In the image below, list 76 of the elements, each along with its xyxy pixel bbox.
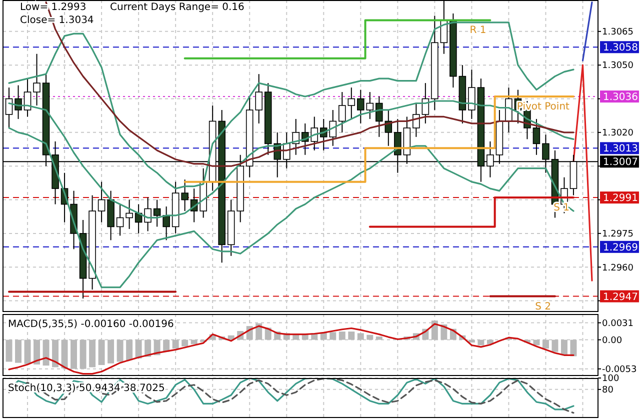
bar	[542, 340, 549, 349]
candlestick	[468, 69, 476, 120]
candlestick	[376, 96, 383, 138]
annotation: Low= 1.2993	[20, 2, 86, 13]
y-tick-label: 1.3065	[602, 28, 634, 38]
y-tick-label: -0.0053	[602, 365, 637, 376]
ref-line-label: 1.2991	[603, 193, 638, 204]
candlestick	[144, 197, 152, 232]
candlestick	[532, 118, 540, 156]
bar	[552, 340, 558, 352]
bar	[126, 340, 133, 360]
candlestick	[162, 206, 170, 241]
candlestick	[412, 102, 420, 138]
bar	[172, 340, 179, 349]
candlestick	[126, 199, 133, 230]
candlestick	[348, 87, 356, 120]
candlestick	[338, 92, 346, 133]
bar	[348, 332, 355, 340]
bar	[135, 340, 142, 358]
y-tick-label: 0.0031	[602, 318, 634, 329]
bar	[98, 340, 105, 366]
y-tick-label: 1.2975	[602, 230, 634, 240]
bar	[34, 340, 40, 364]
candlestick	[33, 53, 40, 106]
bar	[6, 340, 12, 362]
candlestick	[255, 74, 262, 124]
bar	[338, 332, 346, 340]
candlestick	[505, 87, 512, 133]
candlestick	[357, 89, 364, 124]
bar	[61, 340, 68, 368]
y-tick-label: 1.2960	[602, 263, 634, 274]
bar	[24, 340, 31, 364]
y-tick-label: 1.3020	[602, 128, 634, 139]
bar	[330, 332, 336, 340]
candlestick	[5, 87, 13, 128]
candlestick	[366, 92, 374, 120]
line-series	[8, 127, 574, 288]
bar	[42, 340, 50, 366]
bar	[366, 334, 374, 340]
annotation: Current Days Range= 0.16	[110, 2, 244, 13]
ref-line-label: 1.3058	[603, 42, 638, 54]
bar	[190, 340, 198, 344]
bar	[15, 340, 22, 363]
text: MACD(5,35,5) -0.00160 -0.00196	[8, 319, 174, 330]
bar	[478, 340, 484, 346]
bar	[70, 340, 78, 369]
candlestick	[181, 179, 188, 212]
y-tick-label: 80	[602, 386, 614, 396]
ref-line-label: 1.2969	[603, 242, 638, 254]
bar	[80, 340, 86, 369]
bar	[560, 340, 568, 355]
bar	[108, 340, 114, 364]
ref-line-label: 1.3007	[603, 157, 638, 168]
y-tick-label: 100	[602, 374, 620, 384]
ref-line-label: 1.3013	[603, 144, 638, 155]
bar	[144, 340, 152, 357]
candlestick	[116, 204, 124, 236]
candlestick	[153, 199, 161, 228]
bar	[89, 340, 96, 368]
series-label: S 2	[535, 301, 551, 312]
y-tick-label: 0.00	[602, 336, 622, 346]
bar	[116, 340, 124, 362]
line-series	[8, 22, 574, 190]
ref-line-label: 1.2947	[603, 292, 638, 303]
y-tick-label: 1.3050	[602, 61, 634, 72]
bar	[376, 336, 382, 340]
candlestick	[98, 181, 106, 223]
bar	[52, 340, 59, 368]
bar	[570, 340, 577, 356]
bar	[431, 320, 438, 340]
bar	[292, 334, 300, 340]
ref-line-label: 1.3036	[603, 92, 638, 104]
series-label: R 1	[470, 25, 486, 36]
bar	[182, 340, 188, 346]
bar	[357, 333, 364, 340]
bar	[533, 340, 540, 346]
